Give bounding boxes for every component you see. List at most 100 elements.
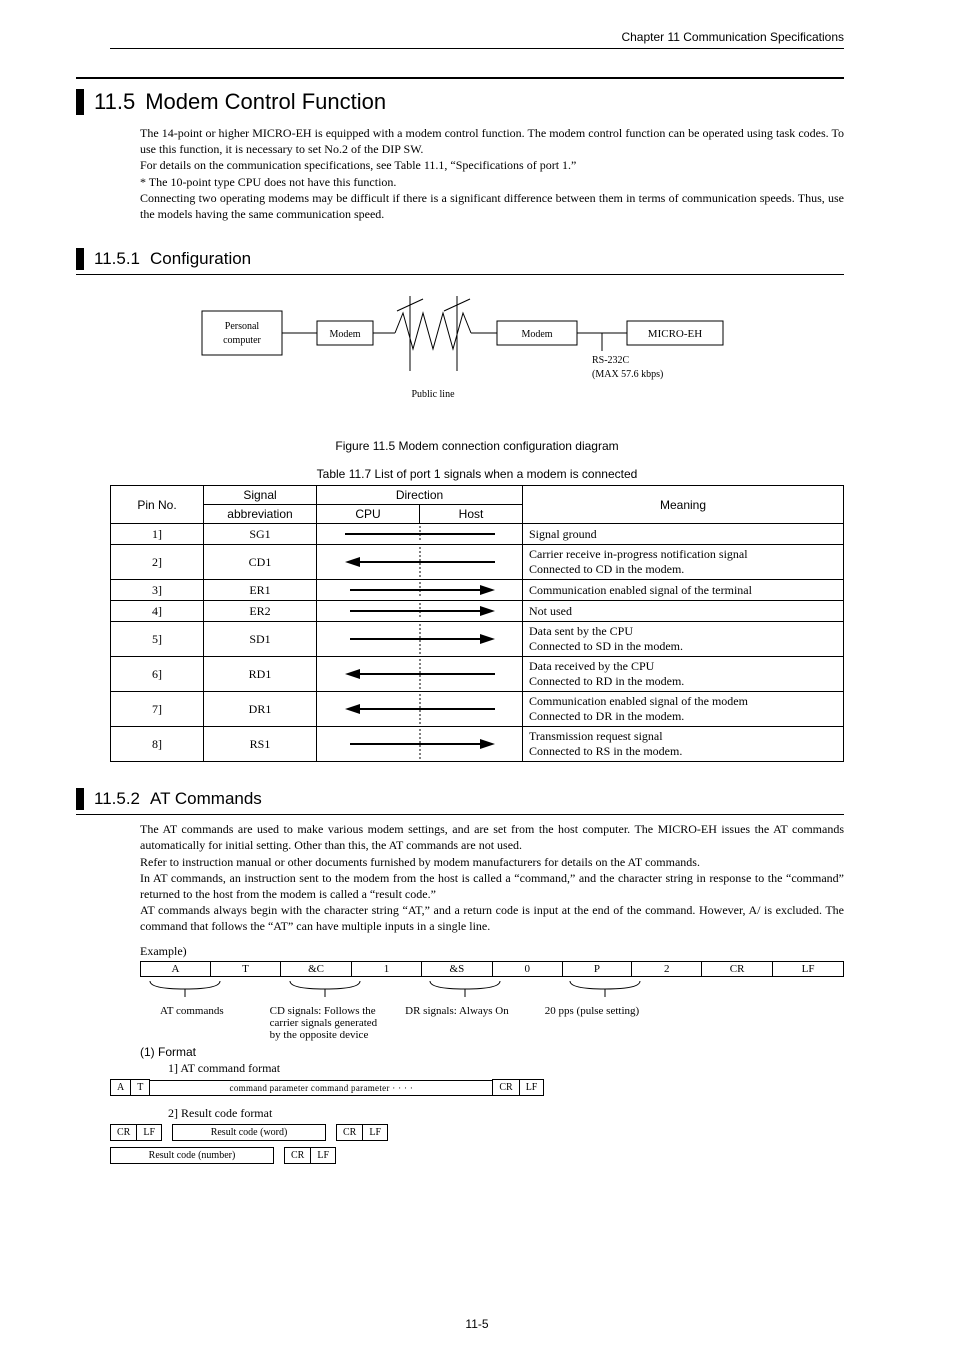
pc-label-1: Personal <box>225 321 260 332</box>
body-line: Refer to instruction manual or other doc… <box>140 854 844 870</box>
example-label: Example) <box>140 944 844 959</box>
format-cell: LF <box>519 1079 545 1096</box>
signal-cell: RS1 <box>204 727 317 762</box>
heading-bar <box>76 788 84 810</box>
example-table: AT&C1&S0P2CRLF <box>140 961 844 977</box>
body-line: For details on the communication specifi… <box>140 157 844 173</box>
signal-cell: SD1 <box>204 622 317 657</box>
example-cell: P <box>562 962 632 977</box>
example-cell: &C <box>280 962 351 977</box>
example-cell: &S <box>421 962 492 977</box>
meaning-cell: Data sent by the CPUConnected to SD in t… <box>523 622 844 657</box>
meaning-cell: Not used <box>523 601 844 622</box>
example-cell: 0 <box>492 962 562 977</box>
meaning-cell: Communication enabled signal of the term… <box>523 580 844 601</box>
rc-word-row: CRLFResult code (word)CRLF <box>110 1124 844 1141</box>
body-line: The 14-point or higher MICRO-EH is equip… <box>140 125 844 157</box>
body-line: * The 10-point type CPU does not have th… <box>140 174 844 190</box>
max-label: (MAX 57.6 kbps) <box>592 369 663 380</box>
format-cell: Result code (word) <box>172 1124 326 1141</box>
signal-cell: RD1 <box>204 657 317 692</box>
meaning-cell: Communication enabled signal of the mode… <box>523 692 844 727</box>
format-cell: CR <box>336 1124 363 1141</box>
section-title: Modem Control Function <box>145 89 386 115</box>
th-abbr: abbreviation <box>204 505 317 524</box>
format-cell: LF <box>136 1124 162 1141</box>
meaning-cell: Carrier receive in-progress notification… <box>523 545 844 580</box>
format-cell: Result code (number) <box>110 1147 274 1164</box>
format-cell: LF <box>362 1124 388 1141</box>
anno-pps: 20 pps (pulse setting) <box>545 1005 639 1017</box>
pc-label-2: computer <box>223 335 261 346</box>
heading-bar <box>76 89 84 115</box>
subsection-1-number: 11.5.1 <box>94 249 140 269</box>
body-line: AT commands always begin with the charac… <box>140 902 844 934</box>
example-cell: LF <box>773 962 844 977</box>
th-signal: Signal <box>204 486 317 505</box>
body-line: The AT commands are used to make various… <box>140 821 844 853</box>
example-braces <box>140 979 840 1003</box>
anno-cd-3: by the opposite device <box>270 1029 369 1041</box>
signal-cell: ER2 <box>204 601 317 622</box>
at-format-row: ATcommand parameter command parameter · … <box>110 1079 844 1096</box>
modem2-label: Modem <box>521 329 552 340</box>
format-cell: CR <box>110 1124 137 1141</box>
signal-cell: CD1 <box>204 545 317 580</box>
pin-table: Pin No. Signal Direction Meaning abbrevi… <box>110 485 844 762</box>
direction-cell <box>317 727 523 762</box>
table-row: 7]DR1 Communication enabled signal of th… <box>111 692 844 727</box>
rc-num-row: Result code (number)CRLF <box>110 1147 844 1164</box>
pin-cell: 4] <box>111 601 204 622</box>
example-cell: CR <box>702 962 773 977</box>
signal-cell: DR1 <box>204 692 317 727</box>
table-row: 8]RS1 Transmission request signalConnect… <box>111 727 844 762</box>
pin-cell: 8] <box>111 727 204 762</box>
pin-cell: 1] <box>111 524 204 545</box>
th-cpu: CPU <box>317 505 420 524</box>
figure-caption: Figure 11.5 Modem connection configurati… <box>110 439 844 453</box>
meaning-cell: Signal ground <box>523 524 844 545</box>
example-cell: 1 <box>352 962 422 977</box>
pin-cell: 7] <box>111 692 204 727</box>
subsection-1-title: Configuration <box>150 249 251 269</box>
table-row: 6]RD1 Data received by the CPUConnected … <box>111 657 844 692</box>
direction-cell <box>317 692 523 727</box>
at-format-label: 1] AT command format <box>168 1061 844 1076</box>
pin-cell: 5] <box>111 622 204 657</box>
example-annotations: AT commands CD signals: Follows the carr… <box>160 1005 844 1041</box>
format-cell: command parameter command parameter · · … <box>149 1080 493 1096</box>
table-caption: Table 11.7 List of port 1 signals when a… <box>110 467 844 481</box>
direction-cell <box>317 657 523 692</box>
table-row: 1]SG1 Signal ground <box>111 524 844 545</box>
anno-at: AT commands <box>160 1005 224 1017</box>
heading-bar <box>76 248 84 270</box>
micro-label: MICRO-EH <box>648 328 702 340</box>
direction-cell <box>317 545 523 580</box>
section-body: The 14-point or higher MICRO-EH is equip… <box>140 125 844 222</box>
subsection-2-title: AT Commands <box>150 789 262 809</box>
section-number: 11.5 <box>94 89 135 115</box>
example-cell: T <box>211 962 281 977</box>
config-diagram: Personal computer Modem Modem MICRO- <box>110 281 844 431</box>
subsection-2-number: 11.5.2 <box>94 789 140 809</box>
meaning-cell: Transmission request signalConnected to … <box>523 727 844 762</box>
direction-cell <box>317 622 523 657</box>
anno-dr: DR signals: Always On <box>405 1005 509 1017</box>
section-heading: 11.5 Modem Control Function <box>76 77 844 119</box>
page-number: 11-5 <box>0 1317 954 1331</box>
th-host: Host <box>420 505 523 524</box>
table-row: 4]ER2 Not used <box>111 601 844 622</box>
anno-cd-1: CD signals: Follows the <box>270 1005 376 1017</box>
rs232-label: RS-232C <box>592 355 630 366</box>
pin-cell: 2] <box>111 545 204 580</box>
table-row: 3]ER1 Communication enabled signal of th… <box>111 580 844 601</box>
table-row: 5]SD1 Data sent by the CPUConnected to S… <box>111 622 844 657</box>
meaning-cell: Data received by the CPUConnected to RD … <box>523 657 844 692</box>
format-cell: CR <box>492 1079 519 1096</box>
signal-cell: SG1 <box>204 524 317 545</box>
format-cell: T <box>130 1079 150 1096</box>
direction-cell <box>317 601 523 622</box>
anno-cd-2: carrier signals generated <box>270 1017 378 1029</box>
signal-cell: ER1 <box>204 580 317 601</box>
pin-cell: 6] <box>111 657 204 692</box>
